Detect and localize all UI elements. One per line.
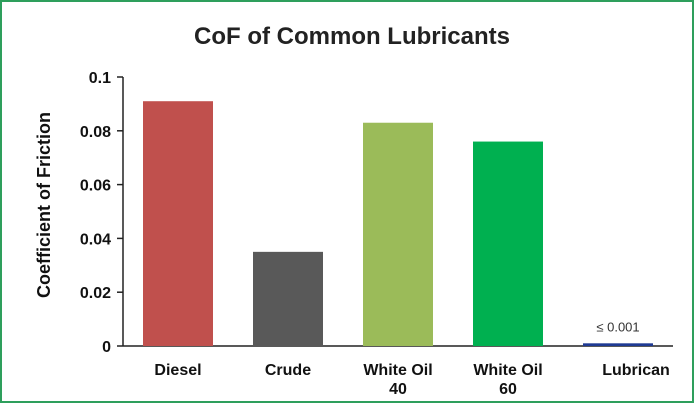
bar (473, 141, 543, 346)
y-tick-label: 0 (102, 339, 111, 356)
x-tick-label: White Oil (363, 362, 432, 379)
y-tick-label: 0.08 (80, 124, 111, 141)
bar (143, 101, 213, 347)
y-tick-label: 0.06 (80, 178, 111, 195)
bar (583, 343, 653, 346)
x-tick-label: Lubrican (602, 362, 670, 379)
y-axis-label: Coefficient of Friction (34, 112, 54, 298)
x-tick-label: White Oil (473, 362, 542, 379)
data-label: ≤ 0.001 (596, 319, 639, 334)
y-tick-label: 0.04 (80, 231, 111, 248)
x-tick-label: 40 (389, 381, 407, 398)
chart-title: CoF of Common Lubricants (194, 23, 510, 50)
y-tick-label: 0.1 (89, 70, 111, 87)
x-tick-label: Diesel (154, 362, 201, 379)
x-tick-label: 60 (499, 381, 517, 398)
bar (253, 251, 323, 346)
x-tick-label: Crude (265, 362, 311, 379)
bar (363, 122, 433, 346)
y-tick-label: 0.02 (80, 285, 111, 302)
